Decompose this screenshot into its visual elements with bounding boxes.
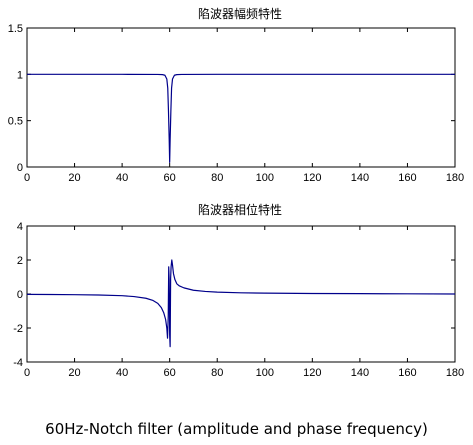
amplitude-xtick-label: 160 — [398, 172, 416, 184]
phase-xtick-label: 0 — [24, 367, 30, 379]
phase-xtick-label: 20 — [68, 367, 80, 379]
amplitude-xtick-label: 40 — [116, 172, 128, 184]
phase-xtick-label: 40 — [116, 367, 128, 379]
phase-xtick-label: 80 — [211, 367, 223, 379]
phase-ytick-label: 0 — [17, 289, 23, 301]
phase-series — [26, 259, 456, 348]
amplitude-xtick-label: 120 — [303, 172, 321, 184]
phase-series-line — [26, 259, 456, 348]
amplitude-xtick-label: 20 — [68, 172, 80, 184]
amplitude-xtick-label: 80 — [211, 172, 223, 184]
figure-caption: 60Hz-Notch filter (amplitude and phase f… — [45, 420, 428, 438]
phase-xtick-label: 120 — [303, 367, 321, 379]
amplitude-series-line — [27, 73, 455, 163]
amplitude-xtick-label: 0 — [24, 172, 30, 184]
amplitude-xtick-label: 100 — [256, 172, 274, 184]
phase-ytick-label: 2 — [17, 255, 23, 267]
amplitude-xtick-label: 60 — [164, 172, 176, 184]
amplitude-ticks: 0 20 40 60 80 100 120 140 160 180 0 0.5 1 1.5 — [8, 23, 464, 184]
amplitude-ytick-label: 1 — [17, 69, 23, 81]
phase-ytick-label: -4 — [13, 357, 23, 369]
phase-ytick-label: -2 — [13, 323, 23, 335]
phase-xtick-label: 60 — [164, 367, 176, 379]
phase-ticks: 0 20 40 60 80 100 120 140 160 180 -4 -2 0 2 4 — [13, 221, 464, 379]
phase-chart-title: 陷波器相位特性 — [198, 202, 282, 217]
amplitude-xtick-label: 180 — [446, 172, 464, 184]
amplitude-ytick-label: 0.5 — [8, 116, 23, 128]
amplitude-panel: 陷波器幅频特性 0 20 40 60 80 100 120 140 160 180 0 0.5 1 1.5 — [8, 6, 464, 184]
phase-ytick-label: 4 — [17, 221, 23, 233]
figure: 陷波器幅频特性 0 20 40 60 80 100 120 140 160 18000.511.5… — [8, 6, 464, 379]
amplitude-series — [27, 73, 455, 163]
phase-panel: 陷波器相位特性 0 20 40 60 80 100 120 140 160 180 -4 -2 0 2 4 — [13, 202, 464, 379]
amplitude-ytick-label: 1.5 — [8, 23, 23, 35]
phase-xtick-label: 180 — [446, 367, 464, 379]
amplitude-chart-title: 陷波器幅频特性 — [198, 6, 282, 21]
amplitude-axes-frame — [26, 27, 456, 168]
phase-xtick-label: 100 — [256, 367, 274, 379]
phase-xtick-label: 160 — [398, 367, 416, 379]
amplitude-xtick-label: 140 — [351, 172, 369, 184]
phase-xtick-label: 140 — [351, 367, 369, 379]
amplitude-ytick-label: 0 — [17, 162, 23, 174]
